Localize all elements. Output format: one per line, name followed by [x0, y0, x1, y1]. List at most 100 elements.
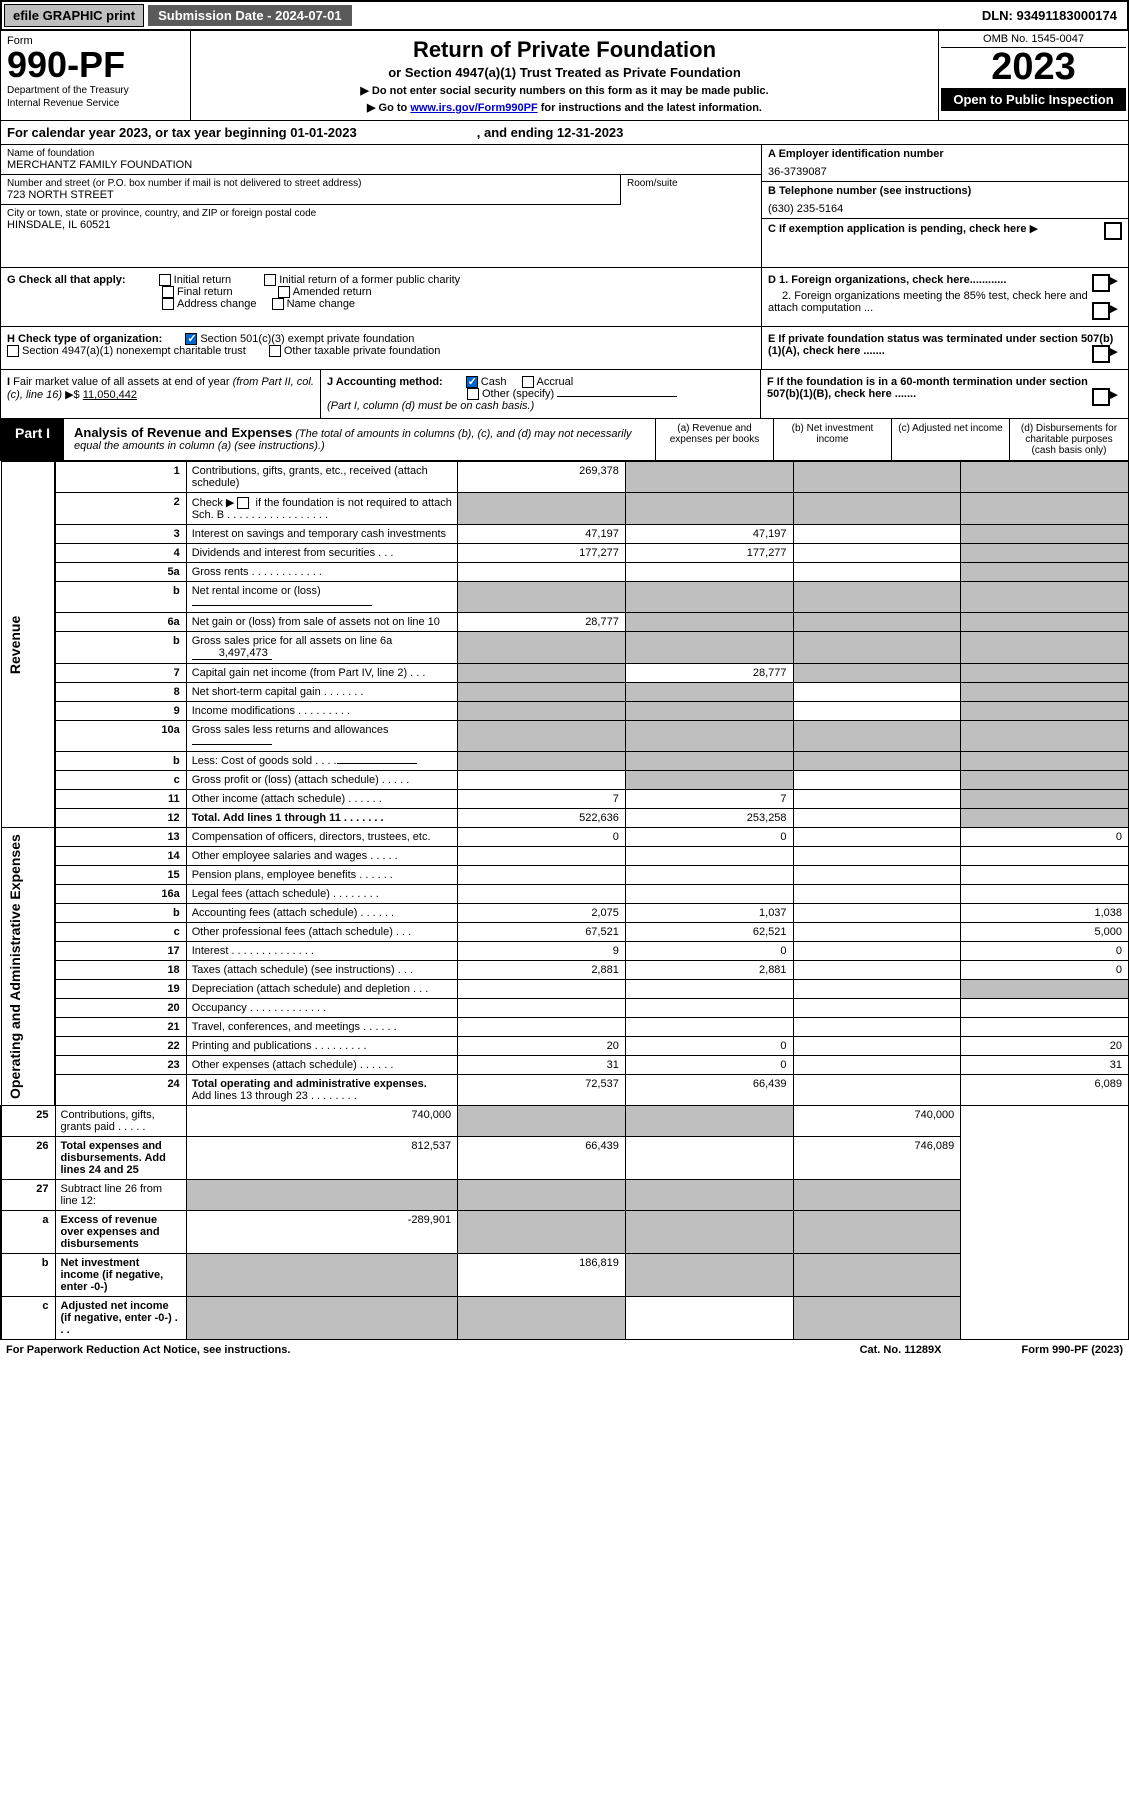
dept-treasury: Department of the Treasury: [7, 85, 184, 96]
dln: DLN: 93491183000174: [972, 5, 1127, 26]
table-row: aExcess of revenue over expenses and dis…: [1, 1211, 1129, 1254]
table-row: 14Other employee salaries and wages . . …: [1, 847, 1129, 866]
table-row: 18Taxes (attach schedule) (see instructi…: [1, 961, 1129, 980]
table-row: 5aGross rents . . . . . . . . . . . .: [1, 563, 1129, 582]
cb-addr-change[interactable]: [162, 298, 174, 310]
col-b-hdr: (b) Net investment income: [774, 419, 892, 460]
expenses-side: Operating and Administrative Expenses: [1, 828, 55, 1106]
part1-tab: Part I: [1, 419, 64, 460]
form-number-box: Form 990-PF Department of the Treasury I…: [1, 31, 191, 120]
table-row: 10aGross sales less returns and allowanc…: [1, 721, 1129, 752]
table-row: 3Interest on savings and temporary cash …: [1, 525, 1129, 544]
entity-info: Name of foundation MERCHANTZ FAMILY FOUN…: [0, 145, 1129, 268]
efile-print-btn[interactable]: efile GRAPHIC print: [4, 4, 144, 27]
cb-name-change[interactable]: [272, 298, 284, 310]
table-row: 11Other income (attach schedule) . . . .…: [1, 790, 1129, 809]
cb-d1[interactable]: [1092, 274, 1110, 292]
cb-f[interactable]: [1092, 388, 1110, 406]
f-check: F If the foundation is in a 60-month ter…: [761, 370, 1128, 418]
table-row: bAccounting fees (attach schedule) . . .…: [1, 904, 1129, 923]
table-row: bNet investment income (if negative, ent…: [1, 1254, 1129, 1297]
h-checks: H Check type of organization: Section 50…: [1, 327, 761, 369]
cb-initial-former[interactable]: [264, 274, 276, 286]
page-footer: For Paperwork Reduction Act Notice, see …: [0, 1340, 1129, 1360]
part1-table: Revenue 1Contributions, gifts, grants, e…: [0, 461, 1129, 1340]
cat-no: Cat. No. 11289X: [860, 1344, 942, 1356]
form-ref: Form 990-PF (2023): [1022, 1344, 1123, 1356]
table-row: 27Subtract line 26 from line 12:: [1, 1180, 1129, 1211]
table-row: Operating and Administrative Expenses 13…: [1, 828, 1129, 847]
table-row: 17Interest . . . . . . . . . . . . . .90…: [1, 942, 1129, 961]
ein-cell: A Employer identification number 36-3739…: [762, 145, 1128, 182]
fmv-box: I Fair market value of all assets at end…: [1, 370, 321, 418]
city-cell: City or town, state or province, country…: [1, 205, 761, 267]
table-row: 23Other expenses (attach schedule) . . .…: [1, 1056, 1129, 1075]
table-row: 15Pension plans, employee benefits . . .…: [1, 866, 1129, 885]
form-number: 990-PF: [7, 47, 184, 83]
ssn-warning: ▶ Do not enter social security numbers o…: [201, 84, 928, 97]
table-row: 9Income modifications . . . . . . . . .: [1, 702, 1129, 721]
fmv-value: 11,050,442: [83, 389, 137, 401]
table-row: 20Occupancy . . . . . . . . . . . . .: [1, 999, 1129, 1018]
cb-cash[interactable]: [466, 376, 478, 388]
section-g-d: G Check all that apply: Initial return I…: [0, 268, 1129, 327]
paperwork-notice: For Paperwork Reduction Act Notice, see …: [6, 1344, 290, 1356]
part1-header: Part I Analysis of Revenue and Expenses …: [0, 419, 1129, 461]
cb-amended[interactable]: [278, 286, 290, 298]
cb-initial[interactable]: [159, 274, 171, 286]
col-a-hdr: (a) Revenue and expenses per books: [656, 419, 774, 460]
table-row: cOther professional fees (attach schedul…: [1, 923, 1129, 942]
table-row: bNet rental income or (loss): [1, 582, 1129, 613]
cb-accrual[interactable]: [522, 376, 534, 388]
exemption-pending: C If exemption application is pending, c…: [762, 219, 1128, 238]
table-row: cAdjusted net income (if negative, enter…: [1, 1297, 1129, 1340]
form-title: Return of Private Foundation: [201, 37, 928, 63]
table-row: bGross sales price for all assets on lin…: [1, 632, 1129, 664]
table-row: 8Net short-term capital gain . . . . . .…: [1, 683, 1129, 702]
cb-final[interactable]: [162, 286, 174, 298]
goto-note: ▶ Go to www.irs.gov/Form990PF for instru…: [201, 101, 928, 114]
table-row: bLess: Cost of goods sold . . . .: [1, 752, 1129, 771]
tax-year: 2023: [941, 48, 1126, 86]
table-row: 19Depreciation (attach schedule) and dep…: [1, 980, 1129, 999]
table-row: 6aNet gain or (loss) from sale of assets…: [1, 613, 1129, 632]
table-row: 22Printing and publications . . . . . . …: [1, 1037, 1129, 1056]
accounting-method: J Accounting method: Cash Accrual Other …: [321, 370, 761, 418]
d-checks: D 1. Foreign organizations, check here..…: [761, 268, 1128, 326]
form-header: Form 990-PF Department of the Treasury I…: [0, 31, 1129, 121]
col-d-hdr: (d) Disbursements for charitable purpose…: [1010, 419, 1128, 460]
section-i-j-f: I Fair market value of all assets at end…: [0, 370, 1129, 419]
cb-other-method[interactable]: [467, 388, 479, 400]
cb-4947[interactable]: [7, 345, 19, 357]
phone-cell: B Telephone number (see instructions) (6…: [762, 182, 1128, 219]
table-row: cGross profit or (loss) (attach schedule…: [1, 771, 1129, 790]
top-bar: efile GRAPHIC print Submission Date - 20…: [0, 0, 1129, 31]
table-row: 4Dividends and interest from securities …: [1, 544, 1129, 563]
section-h-e: H Check type of organization: Section 50…: [0, 327, 1129, 370]
room-suite: Room/suite: [621, 175, 761, 205]
cb-other-taxable[interactable]: [269, 345, 281, 357]
e-check: E If private foundation status was termi…: [761, 327, 1128, 369]
submission-date: Submission Date - 2024-07-01: [148, 5, 352, 26]
address-cell: Number and street (or P.O. box number if…: [1, 175, 621, 205]
table-row: 16aLegal fees (attach schedule) . . . . …: [1, 885, 1129, 904]
table-row: 7Capital gain net income (from Part IV, …: [1, 664, 1129, 683]
calendar-year-row: For calendar year 2023, or tax year begi…: [0, 121, 1129, 145]
table-row: 21Travel, conferences, and meetings . . …: [1, 1018, 1129, 1037]
table-row: 26Total expenses and disbursements. Add …: [1, 1137, 1129, 1180]
revenue-side: Revenue: [1, 462, 55, 828]
form-subtitle: or Section 4947(a)(1) Trust Treated as P…: [201, 65, 928, 80]
table-row: 2Check ▶ if the foundation is not requir…: [1, 493, 1129, 525]
cb-schb[interactable]: [237, 497, 249, 509]
year-box: OMB No. 1545-0047 2023 Open to Public In…: [938, 31, 1128, 120]
open-inspection: Open to Public Inspection: [941, 88, 1126, 111]
col-c-hdr: (c) Adjusted net income: [892, 419, 1010, 460]
cb-d2[interactable]: [1092, 302, 1110, 320]
table-row: 12Total. Add lines 1 through 11 . . . . …: [1, 809, 1129, 828]
foundation-name-cell: Name of foundation MERCHANTZ FAMILY FOUN…: [1, 145, 761, 175]
g-checks: G Check all that apply: Initial return I…: [1, 268, 761, 326]
checkbox-c[interactable]: [1104, 222, 1122, 240]
cb-501c3[interactable]: [185, 333, 197, 345]
irs-link[interactable]: www.irs.gov/Form990PF: [410, 102, 537, 114]
cb-e[interactable]: [1092, 345, 1110, 363]
